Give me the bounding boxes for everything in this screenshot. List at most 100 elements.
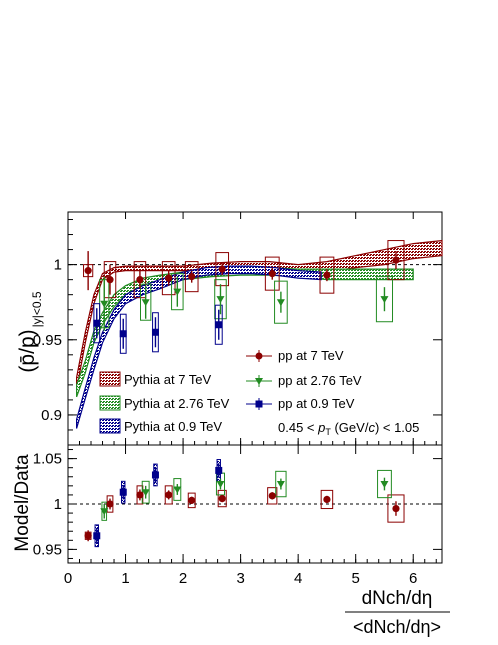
model-data-marker-0-9-tev-2	[151, 471, 159, 479]
x-tick-label-1: 1	[121, 570, 129, 587]
model-data-sys-box-7-tev-5	[217, 489, 227, 508]
y-axis-ticks: 0.9 0.95 1	[33, 219, 442, 446]
ratio-marker-pp-at-7-tev-1	[106, 276, 114, 284]
model-data-points	[84, 463, 400, 544]
legend-swatch-pythia-2-76	[99, 395, 121, 411]
model-data-marker-7-tev-0	[84, 532, 92, 540]
model-data-marker-0-9-tev-3	[215, 466, 223, 474]
x-axis-ticks-bottom	[67, 445, 437, 563]
model-data-marker-7-tev-4	[188, 496, 196, 504]
x-tick-label-3: 3	[236, 570, 244, 587]
pt-range-annotation: 0.45 < pT (GeV/c) < 1.05	[278, 420, 419, 437]
ratio-marker-pp-at-2-76-tev-1	[141, 299, 150, 307]
pt-annot-part-1: 0.45 <	[278, 420, 318, 435]
legend-label-pythia-0-9: Pythia at 0.9 TeV	[124, 419, 222, 434]
model-data-marker-2-76-tev-3	[216, 481, 225, 489]
ratio-marker-pp-at-0-9-tev-2	[151, 328, 159, 336]
ratio-axis-label: (p̄/p)	[16, 329, 39, 372]
model-data-marker-0-9-tev-0	[93, 532, 101, 540]
pt-annot-part-2: (GeV/	[331, 420, 369, 435]
ratio-sys-box-pp-at-7-tev-7	[319, 256, 335, 294]
ratio-sys-box-pp-at-7-tev-3	[161, 261, 176, 296]
x-axis-ticks	[67, 212, 437, 445]
model-data-marker-2-76-tev-4	[276, 481, 285, 489]
model-data-marker-7-tev-6	[268, 492, 276, 500]
model-data-marker-7-tev-7	[323, 495, 331, 504]
ratio-sys-box-pp-at-2-76-tev-2	[171, 273, 184, 311]
legend-swatch-pythia-0-9	[99, 418, 121, 434]
ratio-marker-pp-at-0-9-tev-1	[119, 330, 127, 338]
x-axis-denominator-text: <dNch/dη>	[353, 617, 441, 637]
model-data-marker-7-tev-8	[392, 504, 400, 513]
x-axis-title: dNch/dη <dNch/dη>	[345, 588, 450, 637]
ratio-marker-pp-at-2-76-tev-4	[276, 299, 285, 307]
legend-marker-pp-0-9	[255, 400, 263, 408]
legend-label-pp-2-76: pp at 2.76 TeV	[278, 373, 362, 388]
ratio-marker-pp-at-7-tev-6	[268, 270, 276, 278]
ratio-panel: 0.9 0.95 1 (p̄/p) |y|<0.5 Pythia at 7 TeV P…	[16, 211, 443, 446]
ratio-marker-pp-at-2-76-tev-3	[216, 296, 225, 304]
x-tick-label-0: 0	[64, 570, 72, 587]
legend-label-pp-0-9: pp at 0.9 TeV	[278, 396, 355, 411]
ratio-marker-pp-at-2-76-tev-0	[100, 300, 109, 308]
model-data-sys-box-7-tev-6	[267, 487, 278, 505]
svg-text:(p̄/p)|y|<0.5: (p̄/p) |y|<0.5	[16, 291, 44, 372]
band-pythia-at-0-9-tev	[75, 265, 322, 429]
ratio-axis-subscript: |y|<0.5	[30, 291, 44, 327]
ratio-marker-pp-at-0-9-tev-3	[215, 321, 223, 329]
ratio-marker-pp-at-7-tev-7	[323, 271, 331, 279]
model-data-sys-box-2-76-tev-0	[101, 501, 108, 521]
legend-label-pythia-2-76: Pythia at 2.76 TeV	[124, 396, 230, 411]
ratio-marker-pp-at-0-9-tev-0	[93, 319, 101, 327]
model-data-boxes	[84, 459, 405, 548]
model-data-marker-2-76-tev-5	[380, 481, 389, 489]
ratio-sys-box-pp-at-2-76-tev-4	[274, 280, 288, 324]
ratio-sys-box-pp-at-2-76-tev-3	[214, 279, 227, 320]
model-data-marker-7-tev-5	[218, 494, 226, 503]
ratio-sys-box-pp-at-7-tev-5	[215, 252, 230, 287]
model-data-marker-2-76-tev-2	[173, 486, 182, 494]
ratio-sys-box-pp-at-7-tev-8	[387, 240, 405, 281]
ratio-y-tick-label-1: 0.95	[33, 332, 62, 349]
ratio-marker-pp-at-7-tev-8	[392, 256, 400, 264]
model-data-marker-7-tev-2	[136, 491, 144, 499]
x-tick-label-2: 2	[179, 570, 187, 587]
ratio-marker-pp-at-2-76-tev-5	[380, 296, 389, 304]
model-data-sys-box-7-tev-8	[387, 494, 405, 523]
ratio-marker-pp-at-7-tev-5	[218, 265, 226, 273]
data-points	[84, 251, 400, 349]
x-axis-tick-labels: 0 1 2 3 4 5 6	[64, 570, 418, 587]
x-axis-numerator-text: dNch/dη	[362, 588, 433, 609]
ratio-y-tick-label-0: 0.9	[41, 407, 62, 424]
ratio-sys-box-pp-at-2-76-tev-5	[375, 276, 394, 323]
ratio-y-tick-label-2: 1	[54, 257, 62, 274]
model-data-marker-7-tev-3	[165, 491, 173, 499]
bottom-y-axis-ticks: 0.95 1 1.05	[33, 449, 442, 559]
x-tick-label-5: 5	[352, 570, 360, 587]
legend-marker-pp-7	[255, 352, 263, 360]
legend-label-pythia-7: Pythia at 7 TeV	[124, 372, 212, 387]
ratio-sys-box-pp-at-7-tev-4	[184, 261, 199, 293]
ratio-marker-pp-at-7-tev-4	[188, 273, 196, 281]
ratio-sys-box-pp-at-7-tev-6	[264, 256, 280, 291]
model-legend: Pythia at 7 TeV Pythia at 2.76 TeV Pythi…	[99, 371, 230, 434]
model-data-axis-title: Model/Data	[12, 454, 33, 552]
ratio-marker-pp-at-2-76-tev-2	[173, 288, 182, 296]
model-data-panel: 0.95 1 1.05 0 1 2 3 4 5 6 Model/Data	[12, 444, 443, 587]
pt-annot-p: p	[317, 420, 325, 435]
x-tick-label-6: 6	[409, 570, 417, 587]
model-data-marker-2-76-tev-1	[141, 489, 150, 497]
ratio-marker-pp-at-7-tev-3	[165, 274, 173, 282]
legend-swatch-pythia-7	[99, 371, 121, 387]
model-data-sys-box-2-76-tev-2	[173, 478, 182, 501]
x-tick-label-4: 4	[294, 570, 302, 587]
ratio-marker-pp-at-7-tev-0	[84, 267, 92, 275]
x-axis-numerator: dNch/dη	[362, 588, 433, 609]
legend-label-pp-7: pp at 7 TeV	[278, 348, 344, 363]
pt-annot-sub: T	[325, 427, 331, 437]
model-data-y-tick-label-2: 1.05	[33, 451, 62, 468]
model-data-y-tick-label-1: 1	[54, 496, 62, 513]
x-axis-denominator: <dNch/dη>	[353, 617, 441, 637]
systematic-boxes	[83, 240, 405, 354]
